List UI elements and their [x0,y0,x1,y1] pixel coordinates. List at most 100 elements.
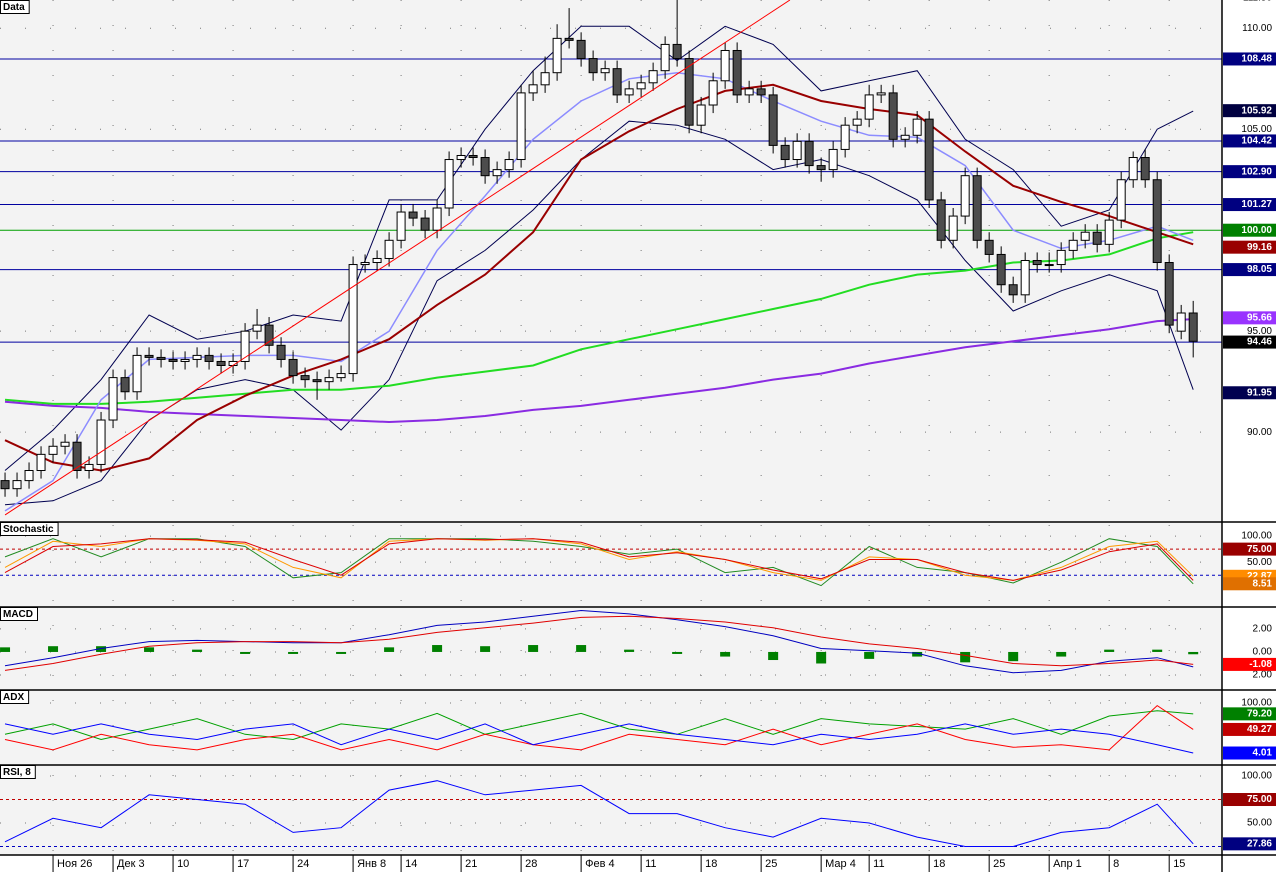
histogram-bar [816,651,827,664]
candle-body [396,211,406,241]
x-tick-label: 17 [237,858,249,870]
candle-body [600,68,610,74]
panel-title-box [0,690,30,704]
candle-body [804,140,814,167]
candle-body [264,324,274,346]
histogram-bar [1104,649,1115,652]
candle-body [516,92,526,161]
candle-body [624,88,634,96]
candle-body [468,154,478,159]
candle-body [756,88,766,96]
price-marker-label: 27.86 [1247,838,1272,849]
candle-body [636,82,646,90]
candle-body [132,354,142,393]
candle-body [444,159,454,209]
candle-body [888,92,898,140]
candle-body [576,39,586,60]
candle-body [1008,284,1018,296]
y-tick-label: 50.00 [1247,557,1272,568]
candle-body [1104,219,1114,245]
candle-body [144,354,154,358]
candle-body [660,43,670,72]
price-marker-label: 104.42 [1241,136,1272,147]
candle-body [1176,312,1186,332]
candle-body [1152,179,1162,264]
indicator-line [4,538,1194,581]
candle-body [696,104,706,126]
x-tick-label: 18 [705,858,717,870]
y-tick-label: 111.50 [1243,0,1273,4]
candle-body [276,344,286,360]
candle-body [240,330,250,362]
candle-body [180,358,190,362]
candle-body [84,463,94,472]
price-marker-label: 4.01 [1253,748,1273,759]
histogram-bar [768,651,779,661]
indicator-line [4,120,1194,506]
price-marker-label: 101.27 [1241,199,1272,210]
candle-body [168,358,178,362]
candle-body [1116,179,1126,221]
candle-body [72,441,82,472]
candle-body [432,207,442,231]
histogram-bar [720,651,731,657]
candle-body [528,84,538,94]
x-tick-label: Ноя 26 [57,858,92,870]
price-marker-label: 49.27 [1247,724,1272,735]
candle-body [360,262,370,266]
x-tick-label: Мар 4 [825,858,856,870]
candle-body [816,165,826,171]
candle-body [708,80,718,106]
price-marker-label: 95.66 [1247,312,1272,323]
candle-body [120,377,130,393]
candle-body [1068,239,1078,251]
histogram-bar [912,651,923,657]
x-tick-label: 24 [297,858,309,870]
price-marker-label: 91.95 [1247,387,1272,398]
candle-body [780,144,790,161]
candle-body [492,169,502,177]
y-tick-label: 90.00 [1247,427,1272,438]
candle-body [324,377,334,383]
candle-body [1020,259,1030,296]
candle-body [948,215,958,241]
candle-body [1188,312,1198,342]
candle-body [972,175,982,241]
candle-body [720,49,730,82]
candle-body [732,49,742,96]
histogram-bar [1056,651,1067,657]
candle-body [336,373,346,379]
candle-body [96,419,106,465]
y-tick-label: 0.00 [1253,647,1273,658]
candle-body [408,211,418,219]
price-marker-label: 105.92 [1241,105,1272,116]
candle-body [744,88,754,96]
x-tick-label: 15 [1173,858,1185,870]
candle-body [420,217,430,231]
candle-body [612,68,622,96]
price-marker-label: 100.00 [1241,225,1272,236]
candle-body [216,360,226,367]
indicator-line [4,25,1194,471]
price-marker-label: 102.90 [1241,166,1272,177]
indicator-line [4,83,1194,472]
candle-body [204,354,214,362]
panel-title: ADX [3,692,24,703]
x-tick-label: 21 [465,858,477,870]
histogram-bar [384,647,395,652]
price-marker-label: 75.00 [1247,794,1272,805]
histogram-bar [1152,649,1163,652]
candle-body [300,375,310,381]
price-marker [1223,134,1276,148]
candle-body [36,453,46,472]
histogram-bar [96,646,107,652]
y-tick-label: 105.00 [1241,124,1272,135]
panel-title: RSI, 8 [3,767,31,778]
trend-line [4,0,791,516]
price-marker-label: 22.87 [1247,571,1272,582]
x-tick-label: 25 [765,858,777,870]
candle-body [1164,262,1174,326]
price-marker [1223,165,1276,179]
histogram-bar [1008,651,1019,662]
y-tick-label: 95.00 [1247,326,1272,337]
